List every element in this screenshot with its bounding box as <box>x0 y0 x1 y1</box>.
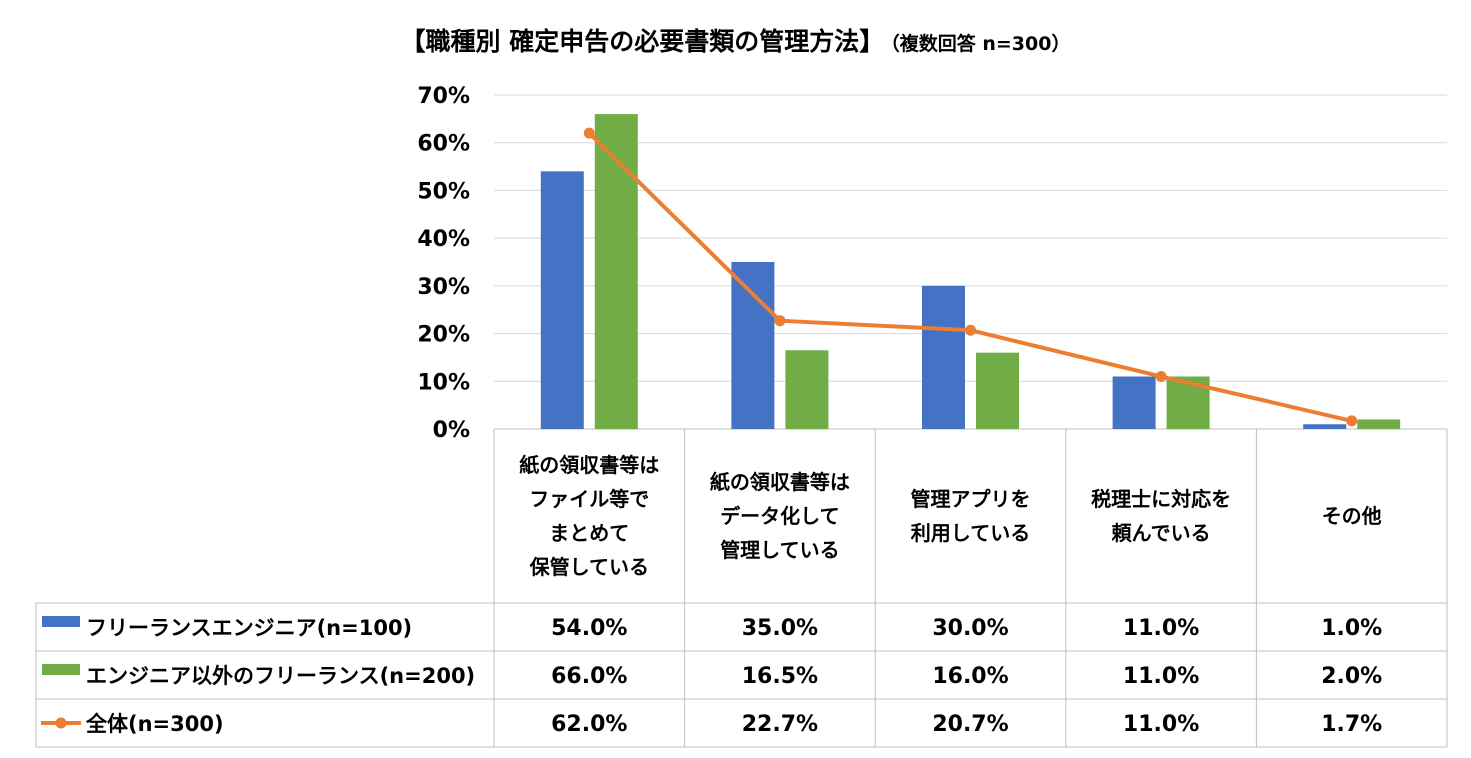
line-point-cat3 <box>965 324 976 336</box>
category-label: 税理士に対応を <box>1091 487 1231 511</box>
line-point-cat5 <box>1346 415 1358 427</box>
category-label: 頼んでいる <box>1112 521 1211 545</box>
bar-series2-cat3 <box>976 352 1019 429</box>
bar-series1-cat5 <box>1303 424 1347 429</box>
category-label: 保管している <box>529 555 649 579</box>
bar-series2-cat1 <box>594 114 638 429</box>
y-tick-label: 30% <box>417 275 470 300</box>
data-table-value: 30.0% <box>932 616 1008 641</box>
bar-series2-cat2 <box>785 350 829 429</box>
data-table-value: 2.0% <box>1321 664 1382 689</box>
bar-series1-cat2 <box>731 262 775 429</box>
line-point-cat2 <box>774 315 786 327</box>
bar-series2-cat5 <box>1357 419 1401 429</box>
y-tick-label: 20% <box>417 323 470 348</box>
legend-label-series2: エンジニア以外のフリーランス(n=200) <box>86 664 475 688</box>
category-label: まとめて <box>549 521 629 545</box>
y-tick-label: 50% <box>417 179 470 204</box>
legend-key-series1 <box>42 616 80 627</box>
data-table-value: 11.0% <box>1123 712 1199 737</box>
line-point-cat1 <box>583 127 595 139</box>
legend-label-series3: 全体(n=300) <box>85 712 224 736</box>
legend-key-marker <box>55 717 67 729</box>
y-tick-label: 70% <box>417 84 470 109</box>
data-table-value: 16.0% <box>932 664 1008 689</box>
data-table-value: 54.0% <box>551 616 627 641</box>
y-tick-label: 10% <box>417 370 470 395</box>
category-label: 利用している <box>911 521 1030 545</box>
data-table-value: 1.0% <box>1321 616 1382 641</box>
category-label: ファイル等で <box>529 487 649 511</box>
category-label: 管理アプリを <box>911 487 1031 511</box>
category-label: その他 <box>1322 504 1382 528</box>
data-table-value: 16.5% <box>742 664 818 689</box>
data-table-value: 22.7% <box>742 712 818 737</box>
line-series3 <box>587 131 1353 423</box>
chart-title-main: 【職種別 確定申告の必要書類の管理方法】 <box>400 27 885 56</box>
y-tick-label: 0% <box>433 418 470 443</box>
category-label: 紙の領収書等は <box>710 470 850 494</box>
data-table-value: 11.0% <box>1123 664 1199 689</box>
data-table-value: 11.0% <box>1123 616 1199 641</box>
data-table-value: 35.0% <box>742 616 818 641</box>
data-table-value: 62.0% <box>551 712 627 737</box>
data-table-value: 20.7% <box>932 712 1008 737</box>
bar-series1-cat3 <box>922 285 965 429</box>
line-point-cat4 <box>1155 371 1167 383</box>
bar-series1-cat1 <box>540 171 584 430</box>
category-label: 管理している <box>720 538 839 562</box>
bar-series1-cat4 <box>1112 376 1156 429</box>
legend-key-series2 <box>42 664 80 675</box>
y-tick-label: 60% <box>417 132 470 157</box>
y-tick-label: 40% <box>417 227 470 252</box>
category-label: 紙の領収書等は <box>519 453 659 477</box>
legend-label-series1: フリーランスエンジニア(n=100) <box>86 616 412 640</box>
chart-title-sub: （複数回答 n=300） <box>890 33 1071 55</box>
data-table-value: 66.0% <box>551 664 627 689</box>
chart-title: 【職種別 確定申告の必要書類の管理方法】 （複数回答 n=300） <box>0 22 1471 58</box>
category-label: データ化して <box>720 504 839 528</box>
data-table-value: 1.7% <box>1321 712 1382 737</box>
